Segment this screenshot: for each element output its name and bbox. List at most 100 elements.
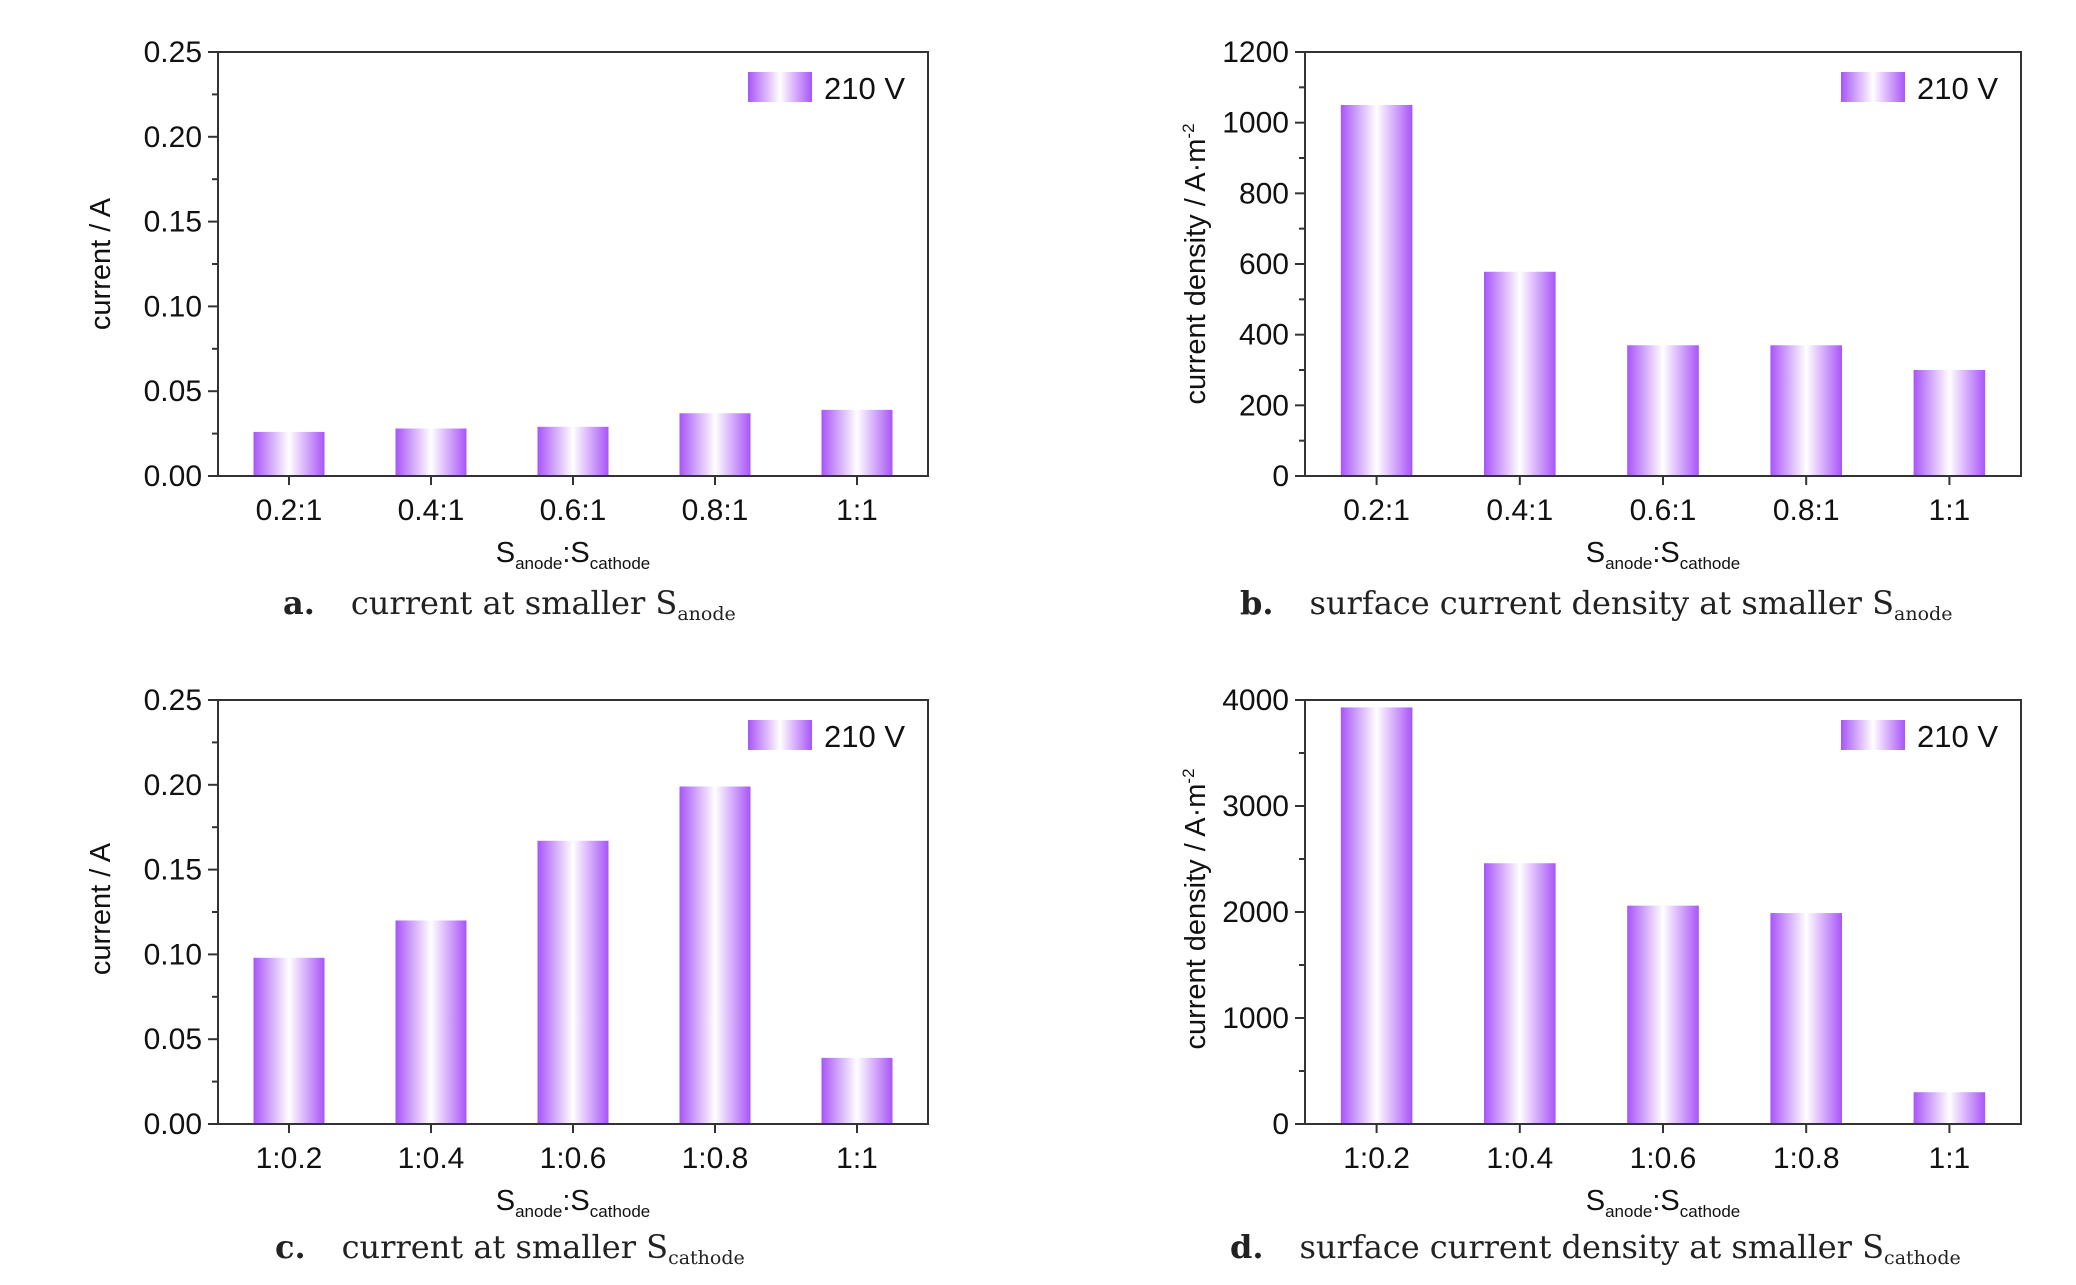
y-axis-label-main: current density / A·m [1180,784,1212,1050]
y-tick-label: 0.00 [144,1108,202,1141]
x-tick-label: 1:0.6 [540,1142,607,1175]
x-axis-label: Sanode:Scathode [1586,1185,1741,1221]
x-tick-label: 0.8:1 [682,494,749,527]
caption-b-letter: b. [1240,584,1274,622]
bar [679,786,751,1124]
legend-swatch [1841,720,1905,750]
y-axis-label: current / A [85,197,117,330]
bar [821,1057,893,1124]
bar [1340,105,1413,476]
chart-d-svg: 0 1000 2000 3000 4000 1:0.2 1:0.4 1:0.6 1:0.8 1:1… [1179,684,2022,1221]
y-tick-label: 4000 [1222,684,1289,717]
caption-c-sub: cathode [668,1247,745,1269]
y-tick-label: 600 [1239,248,1289,281]
y-tick-label: 0.25 [144,684,202,717]
y-tick-label: 0.20 [144,121,202,154]
bar [1770,913,1842,1124]
y-tick-label: 800 [1239,177,1289,210]
bar [1913,370,1986,476]
x-tick-label: 1:0.8 [1773,1142,1840,1175]
x-tick-label: 1:1 [1929,494,1971,527]
bar [1770,345,1842,476]
y-tick-label: 0.25 [144,36,202,69]
y-tick-label: 0.05 [144,1023,202,1056]
caption-d-sub: cathode [1884,1247,1961,1269]
y-axis-label-main: current density / A·m [1180,139,1212,405]
legend-label: 210 V [1917,719,1998,754]
bar [253,957,325,1124]
caption-a-letter: a. [283,584,315,622]
y-axis-label-sup: -2 [1179,768,1198,783]
chart-c: 0.00 0.05 0.10 0.15 0.20 0.25 1:0.2 1:0.4 1:0.6 1… [0,645,1030,1245]
caption-c-letter: c. [275,1228,306,1266]
bar [679,413,751,476]
x-axis-label-sep: :S [1652,1185,1679,1217]
x-tick-label: 0.6:1 [540,494,607,527]
y-axis-label-sup: -2 [1179,123,1198,138]
y-tick-label: 0.00 [144,460,202,493]
caption-a-text: current at smaller S [350,584,678,622]
x-tick-label: 1:0.8 [682,1142,749,1175]
x-axis-label-sub1: anode [1605,554,1652,573]
y-tick-label: 200 [1239,389,1289,422]
y-tick-label: 0.10 [144,290,202,323]
legend-swatch [748,720,812,750]
x-tick-label: 1:0.2 [256,1142,323,1175]
caption-a-sub: anode [677,603,736,625]
y-tick-label: 0.05 [144,375,202,408]
chart-b-svg: 0 200 400 600 800 1000 1200 0.2:1 0.4:1 0.6:1 0.8:… [1179,36,2022,573]
x-axis-label-main: S [1586,1185,1605,1217]
x-tick-label: 1:0.6 [1630,1142,1697,1175]
bar [821,409,893,476]
y-axis-label-main: current / A [85,842,117,975]
chart-b: 0 200 400 600 800 1000 1200 0.2:1 0.4:1 0.6:1 0.8:… [1090,0,2076,600]
x-axis-label: Sanode:Scathode [496,537,651,573]
legend-label: 210 V [1917,71,1998,106]
x-axis-label-sub2: cathode [590,1202,651,1221]
legend-swatch [1841,72,1905,102]
x-tick-label: 0.2:1 [256,494,323,527]
x-tick-label: 0.6:1 [1630,494,1697,527]
y-tick-label: 1200 [1222,36,1289,69]
y-tick-label: 1000 [1222,1002,1289,1035]
bar [1627,345,1699,476]
bar [1484,271,1556,476]
chart-a-svg: 0.00 0.05 0.10 0.15 0.20 0.25 0.2:1 0.4:1 0.6:1 0… [85,36,929,573]
x-tick-label: 0.4:1 [1486,494,1553,527]
y-tick-label: 0.15 [144,206,202,239]
bar [1627,905,1699,1124]
y-tick-label: 0.20 [144,769,202,802]
x-tick-label: 1:0.4 [1486,1142,1553,1175]
caption-b-sub: anode [1894,603,1953,625]
x-axis-label-sub2: cathode [1680,1202,1741,1221]
y-axis-label: current density / A·m-2 [1179,123,1212,404]
x-axis-label: Sanode:Scathode [1586,537,1741,573]
x-axis-label-main: S [496,537,515,569]
x-axis-label-sep: :S [1652,537,1679,569]
x-tick-label: 1:1 [836,494,878,527]
caption-c: c. current at smaller Scathode [275,1228,745,1269]
x-tick-label: 1:1 [1929,1142,1971,1175]
x-tick-label: 1:1 [836,1142,878,1175]
caption-d-letter: d. [1230,1228,1264,1266]
bar [253,431,325,476]
x-axis-label-main: S [1586,537,1605,569]
x-axis-label-sub2: cathode [590,554,651,573]
x-tick-label: 0.2:1 [1343,494,1410,527]
x-tick-label: 1:0.4 [398,1142,465,1175]
bar [1913,1092,1986,1124]
caption-c-text: current at smaller S [341,1228,669,1266]
x-axis-label: Sanode:Scathode [496,1185,651,1221]
bar [1484,863,1556,1124]
y-tick-label: 400 [1239,319,1289,352]
y-tick-label: 3000 [1222,790,1289,823]
bar [395,428,467,476]
caption-a: a. current at smaller Sanode [283,584,736,625]
legend-swatch [748,72,812,102]
bar [537,840,609,1124]
legend-label: 210 V [824,71,905,106]
y-tick-label: 2000 [1222,896,1289,929]
x-axis-label-sep: :S [562,1185,589,1217]
caption-d-text: surface current density at smaller S [1299,1228,1885,1266]
chart-c-svg: 0.00 0.05 0.10 0.15 0.20 0.25 1:0.2 1:0.4 1:0.6 1… [85,684,929,1221]
